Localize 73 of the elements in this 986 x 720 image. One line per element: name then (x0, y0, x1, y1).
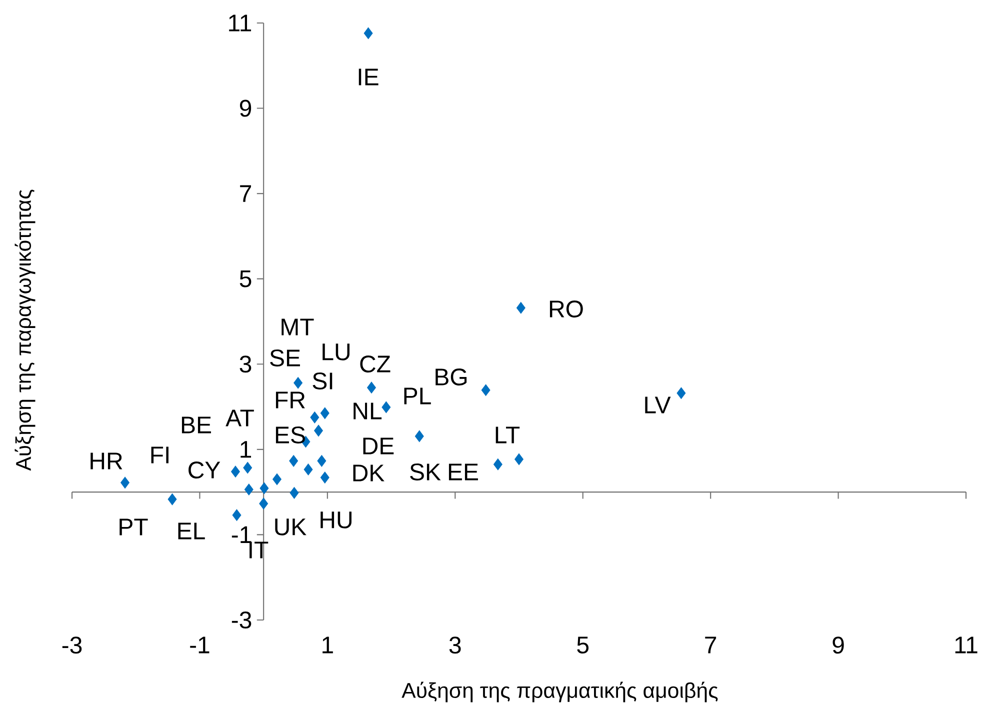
annotation: HR (90, 452, 122, 470)
point (414, 430, 424, 442)
point (232, 509, 242, 521)
annotation: CZ (360, 355, 390, 372)
point (168, 493, 177, 506)
annotation: SE (270, 349, 300, 366)
point (243, 462, 252, 474)
point (272, 473, 282, 486)
annotation: SI (312, 372, 332, 390)
point (367, 382, 376, 394)
point (310, 412, 320, 424)
y-tick-label: 3 (240, 356, 252, 373)
point (364, 27, 373, 40)
x-tick-label: 7 (705, 636, 716, 654)
annotation: FI (151, 446, 168, 464)
annotation: PT (120, 518, 148, 536)
y-tick-label: 5 (240, 270, 252, 288)
point (676, 387, 686, 399)
point (514, 453, 524, 466)
annotation: PL (404, 388, 431, 404)
point (290, 487, 299, 499)
x-tick-label: 9 (832, 636, 844, 654)
annotation: RO (550, 300, 583, 318)
annotation: BG (436, 368, 467, 386)
annotation: LT (496, 426, 520, 444)
point (314, 424, 323, 437)
point (294, 377, 303, 389)
annotation: CY (188, 461, 220, 478)
point (516, 302, 526, 314)
y-tick-label: -1 (232, 526, 252, 543)
point (244, 484, 254, 496)
x-axis-title: Αύξηση της πραγματικής αμοιβής (402, 682, 718, 702)
y-axis-title: Αύξηση της παραγωγικότητας (14, 190, 36, 471)
x-tick-label: 11 (955, 636, 978, 654)
point (289, 455, 298, 467)
x-tick-label: 5 (577, 636, 589, 654)
point (231, 466, 240, 478)
y-tick-label: -3 (232, 611, 252, 628)
point (493, 458, 502, 470)
y-tick-label: 1 (240, 441, 252, 458)
point (304, 464, 313, 476)
point (320, 407, 330, 420)
y-tick-label: 7 (240, 185, 252, 202)
annotation: NL (354, 402, 382, 420)
annotation: IT (250, 542, 268, 558)
y-tick-label: 9 (240, 100, 252, 117)
point (382, 401, 391, 414)
annotation: EL (178, 522, 205, 540)
point (320, 472, 330, 484)
annotation: DE (363, 438, 394, 454)
point (317, 455, 326, 467)
annotation: LU (322, 344, 350, 360)
annotation: EE (448, 464, 478, 480)
annotation: DK (353, 464, 384, 482)
annotation: SK (410, 463, 441, 480)
point (260, 482, 269, 494)
annotation: AT (226, 410, 254, 426)
x-tick-label: 1 (322, 636, 333, 654)
x-tick-label: -3 (62, 636, 82, 654)
annotation: LV (645, 396, 671, 414)
annotation: BE (182, 416, 211, 434)
annotation: FR (276, 392, 305, 408)
point (259, 498, 268, 510)
annotation: IE (358, 68, 378, 86)
x-tick-label: -1 (190, 636, 210, 654)
annotation: HU (320, 512, 352, 528)
x-tick-label: 3 (449, 636, 461, 654)
y-tick-label: 11 (229, 14, 252, 32)
point (481, 384, 490, 396)
annotation: MT (282, 318, 314, 336)
annotation: ES (276, 426, 305, 444)
annotation: UK (275, 518, 306, 536)
point (120, 476, 130, 489)
